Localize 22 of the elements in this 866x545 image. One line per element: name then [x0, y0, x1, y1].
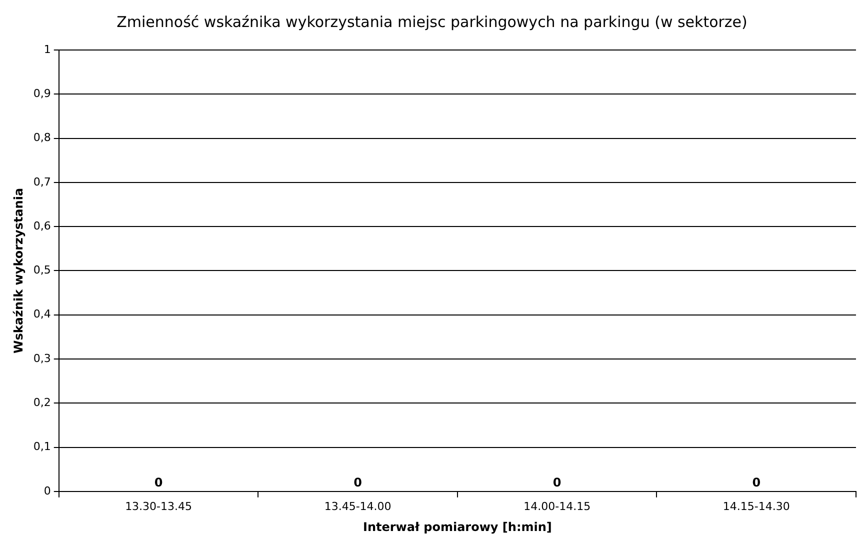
y-tick-label: 0,6	[33, 219, 51, 232]
y-tick-label: 0,8	[33, 131, 51, 144]
x-axis-title: Interwał pomiarowy [h:min]	[363, 520, 552, 534]
x-tick-label: 14.00-14.15	[524, 500, 591, 513]
y-tick-label: 0	[44, 484, 51, 498]
y-tick-label: 1	[44, 42, 51, 56]
y-tick-label: 0,5	[33, 264, 51, 277]
y-tick-label: 0,9	[33, 87, 51, 100]
y-tick-label: 0,7	[33, 175, 51, 188]
y-tick-label: 0,3	[33, 352, 51, 365]
data-label: 0	[154, 476, 163, 490]
data-label: 0	[354, 476, 362, 490]
y-tick-label: 0,4	[33, 308, 51, 321]
y-tick-label: 0,2	[33, 396, 51, 409]
data-label: 0	[552, 476, 562, 490]
chart-title: Zmienność wskaźnika wykorzystania miejsc parkingowych na parkingu (w sektorze)	[116, 12, 748, 31]
y-axis-title: Wskaźnik wykorzystania	[11, 188, 26, 354]
x-tick-label: 14.15-14.30	[722, 500, 790, 513]
data-label: 0	[752, 476, 761, 490]
x-tick-label: 13.30-13.45	[125, 500, 192, 513]
y-tick-label: 0,1	[33, 440, 51, 454]
x-tick-label: 13.45-14.00	[324, 500, 392, 513]
